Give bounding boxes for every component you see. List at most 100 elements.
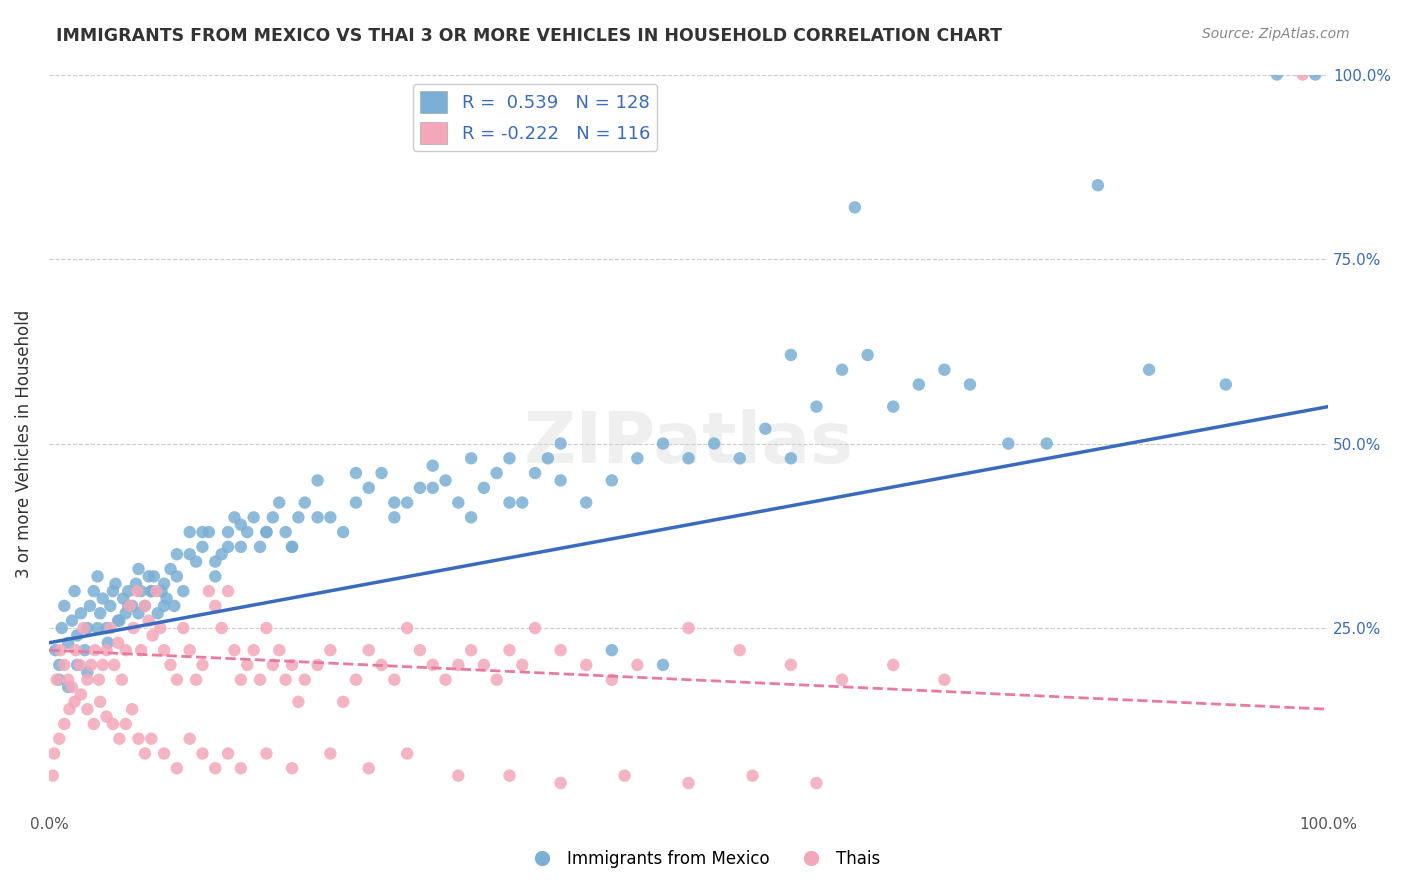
Point xyxy=(434,673,457,687)
Point xyxy=(460,643,482,657)
Point xyxy=(63,695,86,709)
Point xyxy=(117,599,139,613)
Point xyxy=(114,717,136,731)
Point xyxy=(150,584,173,599)
Point xyxy=(600,673,623,687)
Point xyxy=(48,673,70,687)
Point xyxy=(79,599,101,613)
Point xyxy=(142,569,165,583)
Point xyxy=(134,747,156,761)
Point xyxy=(118,599,141,613)
Point xyxy=(76,621,98,635)
Point xyxy=(70,607,93,621)
Point xyxy=(396,747,419,761)
Point xyxy=(153,599,176,613)
Point xyxy=(357,643,380,657)
Point xyxy=(281,761,304,775)
Point xyxy=(550,474,572,488)
Point xyxy=(575,657,598,672)
Point xyxy=(806,776,828,790)
Point xyxy=(485,466,508,480)
Point xyxy=(1035,436,1057,450)
Point xyxy=(332,695,354,709)
Point xyxy=(112,591,135,606)
Point xyxy=(141,731,163,746)
Point xyxy=(370,466,392,480)
Point xyxy=(287,510,309,524)
Point xyxy=(86,621,108,635)
Point xyxy=(422,657,444,672)
Point xyxy=(191,525,214,540)
Point xyxy=(166,547,188,561)
Point xyxy=(114,607,136,621)
Text: Source: ZipAtlas.com: Source: ZipAtlas.com xyxy=(1202,27,1350,41)
Point xyxy=(678,451,700,466)
Point xyxy=(127,584,149,599)
Point xyxy=(156,591,179,606)
Point xyxy=(224,643,246,657)
Point xyxy=(198,584,221,599)
Point xyxy=(141,584,163,599)
Point xyxy=(191,540,214,554)
Point xyxy=(550,776,572,790)
Point xyxy=(472,657,495,672)
Point xyxy=(44,643,66,657)
Point xyxy=(460,451,482,466)
Point xyxy=(153,747,176,761)
Point xyxy=(84,643,107,657)
Point xyxy=(1291,68,1313,82)
Point xyxy=(294,673,316,687)
Point xyxy=(550,436,572,450)
Point xyxy=(108,614,131,628)
Point xyxy=(741,769,763,783)
Point xyxy=(229,517,252,532)
Point xyxy=(65,643,87,657)
Point xyxy=(108,731,131,746)
Point xyxy=(211,547,233,561)
Point xyxy=(652,436,675,450)
Point xyxy=(780,451,803,466)
Point xyxy=(73,643,96,657)
Point xyxy=(254,747,277,761)
Point xyxy=(447,495,470,509)
Point xyxy=(229,540,252,554)
Point xyxy=(179,643,201,657)
Point xyxy=(524,466,547,480)
Point xyxy=(49,643,72,657)
Point xyxy=(844,200,866,214)
Point xyxy=(382,495,405,509)
Point xyxy=(1087,178,1109,193)
Point xyxy=(58,702,80,716)
Point xyxy=(121,702,143,716)
Point xyxy=(236,525,259,540)
Point xyxy=(319,510,342,524)
Point xyxy=(69,657,91,672)
Point xyxy=(319,747,342,761)
Point xyxy=(242,643,264,657)
Point xyxy=(48,731,70,746)
Point xyxy=(472,481,495,495)
Point xyxy=(678,776,700,790)
Point xyxy=(204,569,226,583)
Point xyxy=(96,643,118,657)
Point xyxy=(281,657,304,672)
Point xyxy=(254,621,277,635)
Point xyxy=(96,709,118,723)
Point xyxy=(396,495,419,509)
Point xyxy=(103,657,125,672)
Point xyxy=(934,673,956,687)
Point xyxy=(48,657,70,672)
Point xyxy=(97,636,120,650)
Point xyxy=(422,481,444,495)
Point xyxy=(907,377,929,392)
Point xyxy=(1265,68,1288,82)
Point xyxy=(134,599,156,613)
Point xyxy=(122,621,145,635)
Point xyxy=(434,474,457,488)
Point xyxy=(422,458,444,473)
Point xyxy=(138,614,160,628)
Y-axis label: 3 or more Vehicles in Household: 3 or more Vehicles in Household xyxy=(15,310,32,578)
Point xyxy=(100,621,122,635)
Point xyxy=(754,422,776,436)
Point xyxy=(86,569,108,583)
